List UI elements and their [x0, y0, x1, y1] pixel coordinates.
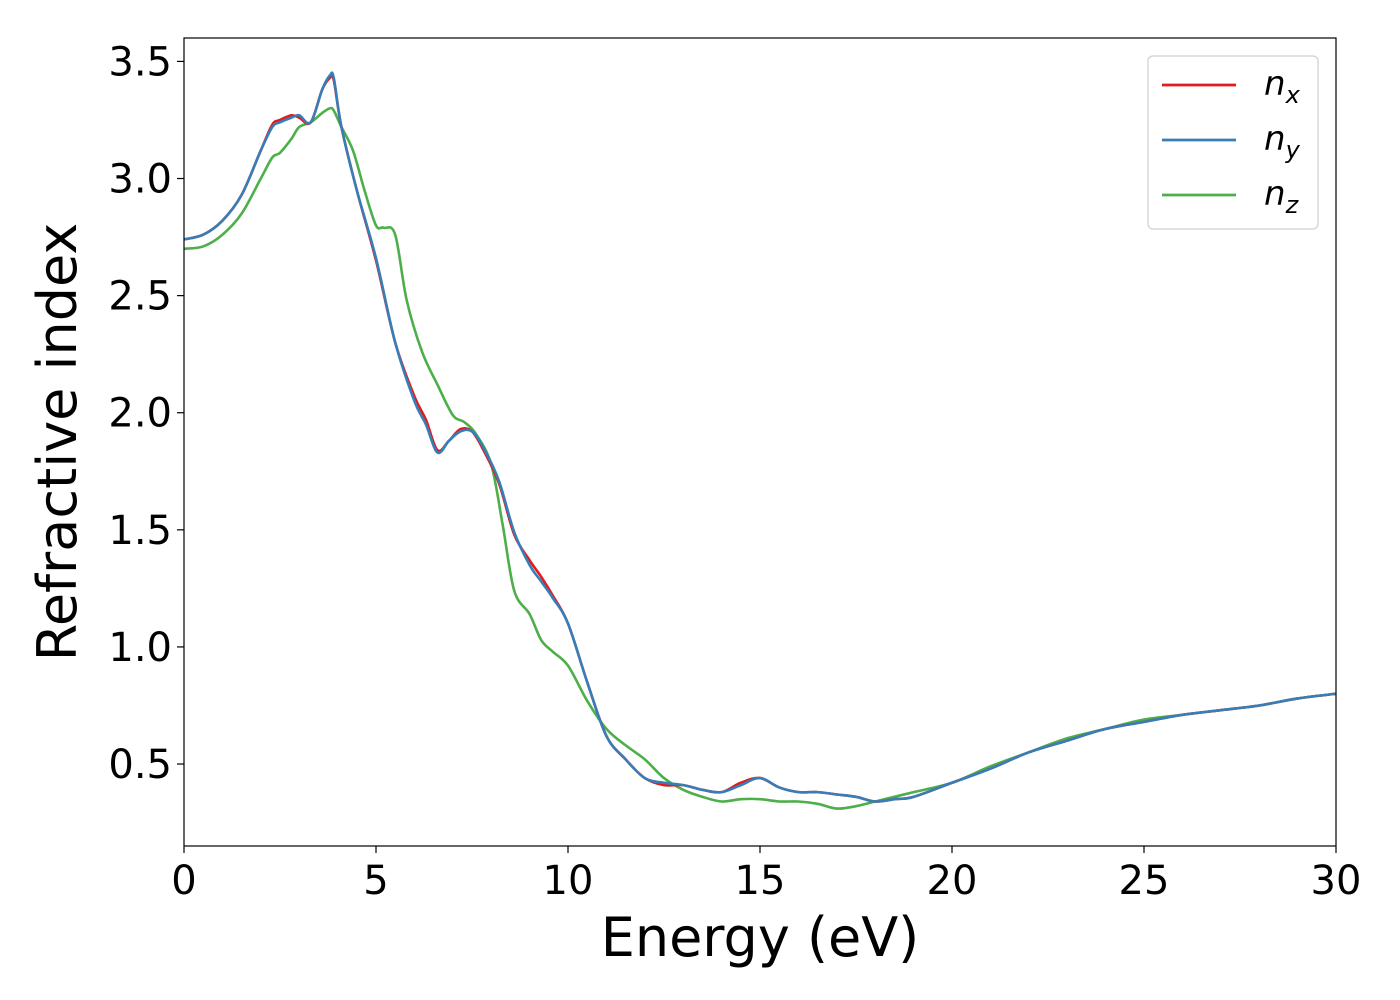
series-line-y	[183, 71, 1337, 803]
plot-background	[184, 38, 1336, 846]
x-tick-label: 5	[363, 858, 388, 904]
y-tick-label: 2.5	[108, 274, 172, 320]
y-axis-title: Refractive index	[26, 223, 89, 662]
y-tick-label: 3.0	[108, 157, 172, 203]
legend-box	[1147, 55, 1319, 230]
y-tick-label: 0.5	[108, 742, 172, 788]
y-tick-label: 1.5	[108, 508, 172, 554]
x-tick-label: 15	[735, 858, 786, 904]
plot-frame	[183, 37, 1337, 847]
x-tick-label: 30	[1311, 858, 1362, 904]
x-tick-label: 25	[1119, 858, 1170, 904]
y-tick-label: 2.0	[108, 391, 172, 437]
legend: nx ny nz	[1147, 55, 1319, 230]
x-tick-label: 20	[927, 858, 978, 904]
y-tick-label: 1.0	[108, 625, 172, 671]
legend-entries: nx ny nz	[1162, 64, 1301, 219]
series-layer	[183, 71, 1337, 810]
x-tick-label: 0	[171, 858, 196, 904]
legend-label-y: ny	[1264, 119, 1301, 164]
legend-label-x: nx	[1264, 64, 1301, 109]
x-axis-title: Energy (eV)	[601, 906, 920, 969]
x-tick-label: 10	[543, 858, 594, 904]
y-tick-label: 3.5	[108, 39, 172, 85]
ticks-layer: 0 5 10 15 20 25 30 0.5 1.0 1.5 2.0 2.5 3.0 3.5	[108, 39, 1361, 904]
legend-label-z: nz	[1264, 174, 1300, 219]
